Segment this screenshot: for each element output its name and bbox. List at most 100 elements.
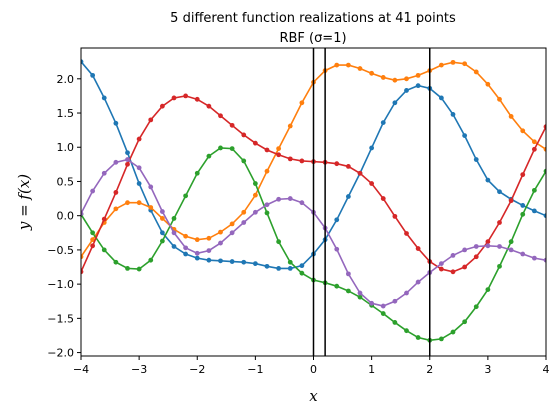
data-point: [264, 263, 270, 269]
data-point: [531, 208, 537, 214]
data-point: [462, 247, 468, 253]
data-point: [81, 269, 84, 275]
data-point: [136, 181, 142, 186]
data-point: [334, 283, 340, 289]
data-point: [473, 304, 479, 310]
data-point: [299, 100, 305, 106]
data-point: [81, 211, 84, 217]
data-point: [357, 170, 363, 176]
data-point: [299, 270, 305, 276]
plot-frame: [80, 47, 547, 357]
data-point: [415, 83, 421, 89]
data-point: [415, 335, 421, 340]
data-point: [218, 113, 223, 119]
data-point: [450, 269, 456, 275]
data-point: [299, 200, 305, 206]
data-point: [287, 123, 293, 129]
data-point: [404, 290, 409, 296]
y-tick-label: −0.5: [47, 244, 74, 257]
data-point: [380, 120, 386, 125]
data-point: [508, 247, 514, 253]
data-point: [369, 70, 375, 76]
data-point: [462, 264, 468, 270]
data-point: [252, 140, 258, 146]
data-point: [229, 259, 235, 264]
data-point: [473, 254, 479, 260]
data-point: [345, 164, 351, 169]
data-point: [113, 206, 119, 212]
x-tick-label: −2: [189, 363, 205, 376]
data-point: [90, 237, 96, 243]
data-point: [497, 263, 502, 269]
data-point: [113, 159, 119, 165]
data-point: [171, 230, 177, 236]
data-point: [101, 216, 107, 222]
data-point: [485, 177, 491, 183]
data-point: [194, 170, 200, 176]
data-point: [264, 210, 270, 216]
data-point: [125, 200, 130, 206]
data-point: [497, 220, 502, 225]
data-point: [148, 257, 154, 263]
data-point: [543, 168, 546, 174]
data-point: [462, 61, 468, 67]
data-point: [171, 216, 177, 221]
y-tick-label: −2.0: [47, 347, 74, 360]
data-point: [81, 59, 84, 65]
x-tick-label: 0: [310, 363, 317, 376]
data-point: [380, 303, 386, 309]
data-point: [90, 188, 96, 194]
data-point: [485, 287, 491, 293]
data-point: [287, 156, 293, 162]
data-point: [345, 194, 351, 199]
x-tick-label: 3: [484, 363, 491, 376]
data-point: [543, 257, 546, 263]
data-point: [252, 181, 258, 186]
data-point: [345, 62, 351, 68]
data-point: [101, 170, 107, 176]
data-point: [415, 72, 421, 78]
x-tick-label: 1: [368, 363, 375, 376]
vline-layer: [312, 48, 431, 356]
data-point: [404, 76, 409, 82]
y-tick-label: 0.0: [57, 210, 75, 223]
data-point: [369, 181, 375, 186]
data-point: [229, 146, 235, 152]
data-point: [438, 95, 444, 101]
data-point: [276, 196, 282, 202]
data-point: [148, 184, 154, 190]
data-point: [183, 93, 189, 99]
data-point: [276, 265, 282, 271]
data-point: [531, 139, 537, 145]
data-point: [218, 145, 223, 151]
data-point: [520, 172, 526, 178]
data-point: [520, 251, 526, 257]
data-point: [531, 187, 537, 193]
data-point: [357, 290, 363, 296]
data-point: [357, 294, 363, 300]
x-tick-label: −1: [247, 363, 263, 376]
data-point: [485, 243, 491, 249]
y-tick-label: −1.0: [47, 278, 74, 291]
data-point: [462, 319, 468, 325]
data-point: [252, 261, 258, 266]
data-point: [206, 153, 212, 159]
data-point: [136, 136, 142, 142]
data-point: [159, 209, 165, 214]
data-point: [159, 103, 165, 109]
x-tick-label: −4: [73, 363, 89, 376]
data-point: [90, 72, 96, 78]
data-point: [148, 205, 154, 210]
data-point: [229, 122, 235, 128]
data-point: [183, 245, 189, 251]
x-axis-label: x: [309, 387, 318, 405]
x-tick-label: 2: [426, 363, 433, 376]
data-point: [113, 190, 119, 195]
data-point: [241, 132, 247, 138]
data-point: [171, 95, 177, 101]
data-point: [218, 240, 223, 246]
data-point: [287, 265, 293, 271]
data-point: [334, 217, 340, 223]
data-point: [404, 231, 409, 236]
